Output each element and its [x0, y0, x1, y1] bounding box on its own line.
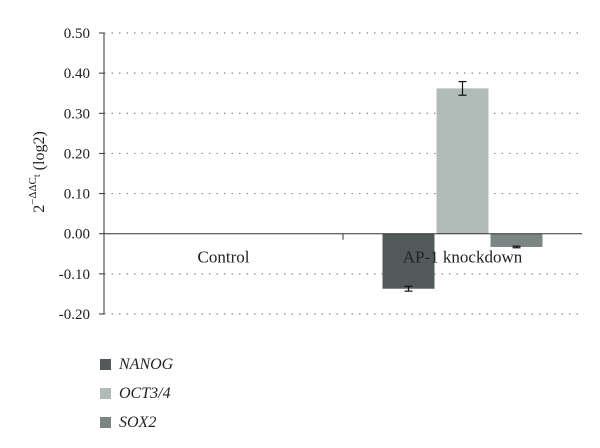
y-tick-labels: -0.20 -0.10 0.00 0.10 0.20 0.30 0.40 0.50: [59, 26, 90, 323]
x-category-label: AP-1 knockdown: [403, 248, 523, 267]
y-axis-label-base: 2: [31, 205, 48, 213]
y-tick-label: -0.10: [59, 267, 90, 283]
y-tick-label: 0.20: [64, 146, 90, 162]
legend-swatch-oct34: [100, 388, 111, 399]
category-labels: Control AP-1 knockdown: [198, 248, 523, 267]
y-axis-label-suffix: (log2): [31, 131, 48, 174]
y-axis-label: 2−ΔΔCt (log2): [27, 131, 48, 213]
bar-nanog-1: [382, 233, 435, 289]
legend-label-nanog: NANOG: [119, 355, 174, 373]
y-axis-label-sup: −ΔΔC: [27, 177, 39, 205]
legend-item-nanog: NANOG: [100, 350, 173, 379]
y-axis-label-sub: t: [32, 174, 43, 177]
y-tick-label: 0.10: [64, 187, 90, 203]
x-category-label: Control: [198, 248, 250, 267]
legend-swatch-sox2: [100, 417, 111, 428]
y-tick-label: 0.00: [64, 227, 90, 243]
y-tick-label: 0.30: [64, 106, 90, 122]
gridlines: [104, 32, 582, 315]
bar-oct34-1: [436, 88, 489, 234]
y-tick-label: -0.20: [59, 307, 90, 323]
bar-sox2-1: [490, 233, 543, 247]
bars: [382, 80, 543, 292]
legend-item-sox2: SOX2: [100, 408, 173, 437]
axes: [99, 32, 582, 315]
legend: NANOG OCT3/4 SOX2: [100, 350, 173, 437]
bar-chart: -0.20 -0.10 0.00 0.10 0.20 0.30 0.40 0.50 Contr…: [27, 26, 582, 323]
legend-swatch-nanog: [100, 359, 111, 370]
legend-label-sox2: SOX2: [119, 413, 157, 431]
y-tick-label: 0.50: [64, 26, 90, 42]
y-tick-label: 0.40: [64, 66, 90, 82]
legend-item-oct34: OCT3/4: [100, 379, 173, 408]
legend-label-oct34: OCT3/4: [119, 384, 171, 402]
